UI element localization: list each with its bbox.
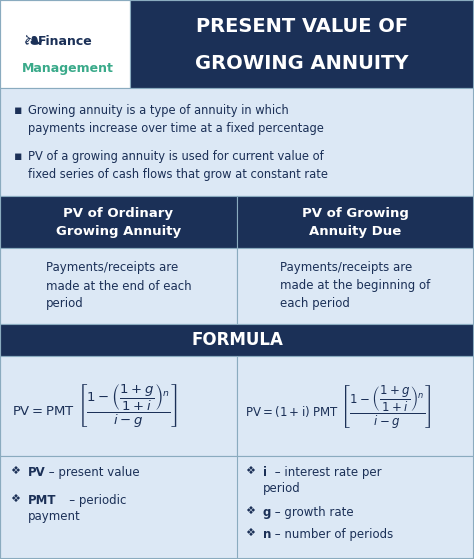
- Text: PMT: PMT: [28, 494, 56, 507]
- Bar: [0, 0, 130, 88]
- Text: FORMULA: FORMULA: [191, 331, 283, 349]
- Text: payment: payment: [28, 510, 81, 523]
- Bar: [237, 196, 474, 248]
- Text: – number of periods: – number of periods: [271, 528, 393, 541]
- Text: – periodic: – periodic: [28, 494, 127, 507]
- Text: ▪: ▪: [14, 104, 22, 117]
- Text: PV of Ordinary
Growing Annuity: PV of Ordinary Growing Annuity: [56, 206, 181, 238]
- Bar: [0, 248, 237, 324]
- Text: i: i: [263, 466, 267, 479]
- Text: – growth rate: – growth rate: [271, 506, 354, 519]
- Text: – interest rate per: – interest rate per: [271, 466, 382, 479]
- Bar: [0, 196, 237, 248]
- Bar: [237, 248, 474, 324]
- Text: ❖: ❖: [245, 506, 255, 516]
- Bar: [0, 356, 237, 456]
- Text: $\mathrm{PV = (1+i)\ PMT}\ \left[\dfrac{1-\left(\dfrac{1+g}{1+i}\right)^{n}}{i-g: $\mathrm{PV = (1+i)\ PMT}\ \left[\dfrac{…: [245, 382, 432, 429]
- Bar: [237, 356, 474, 456]
- Text: ❖: ❖: [245, 528, 255, 538]
- Text: ❧: ❧: [22, 30, 43, 54]
- Text: g: g: [263, 506, 272, 519]
- Bar: [0, 324, 474, 356]
- Text: ❖: ❖: [10, 494, 20, 504]
- Bar: [130, 0, 474, 88]
- Text: Payments/receipts are
made at the beginning of
each period: Payments/receipts are made at the beginn…: [281, 262, 430, 310]
- Text: PV of a growing annuity is used for current value of
fixed series of cash flows : PV of a growing annuity is used for curr…: [28, 150, 328, 181]
- Text: – present value: – present value: [45, 466, 140, 479]
- Text: period: period: [263, 482, 301, 495]
- Text: GROWING ANNUITY: GROWING ANNUITY: [195, 54, 409, 73]
- Text: PV of Growing
Annuity Due: PV of Growing Annuity Due: [302, 206, 409, 238]
- Bar: [0, 88, 474, 196]
- Text: ❖: ❖: [245, 466, 255, 476]
- Text: PV: PV: [28, 466, 46, 479]
- Text: Growing annuity is a type of annuity in which
payments increase over time at a f: Growing annuity is a type of annuity in …: [28, 104, 324, 135]
- Text: ❖: ❖: [10, 466, 20, 476]
- Text: n: n: [263, 528, 272, 541]
- Text: PRESENT VALUE OF: PRESENT VALUE OF: [196, 17, 408, 36]
- Text: $\mathrm{PV = PMT}\ \left[\dfrac{1-\left(\dfrac{1+g}{1+i}\right)^{n}}{i-g}\right: $\mathrm{PV = PMT}\ \left[\dfrac{1-\left…: [12, 382, 178, 430]
- Text: Finance: Finance: [38, 35, 93, 48]
- Text: ▪: ▪: [14, 150, 22, 163]
- Bar: [0, 456, 474, 559]
- Text: Management: Management: [22, 62, 114, 75]
- Text: Payments/receipts are
made at the end of each
period: Payments/receipts are made at the end of…: [46, 262, 191, 310]
